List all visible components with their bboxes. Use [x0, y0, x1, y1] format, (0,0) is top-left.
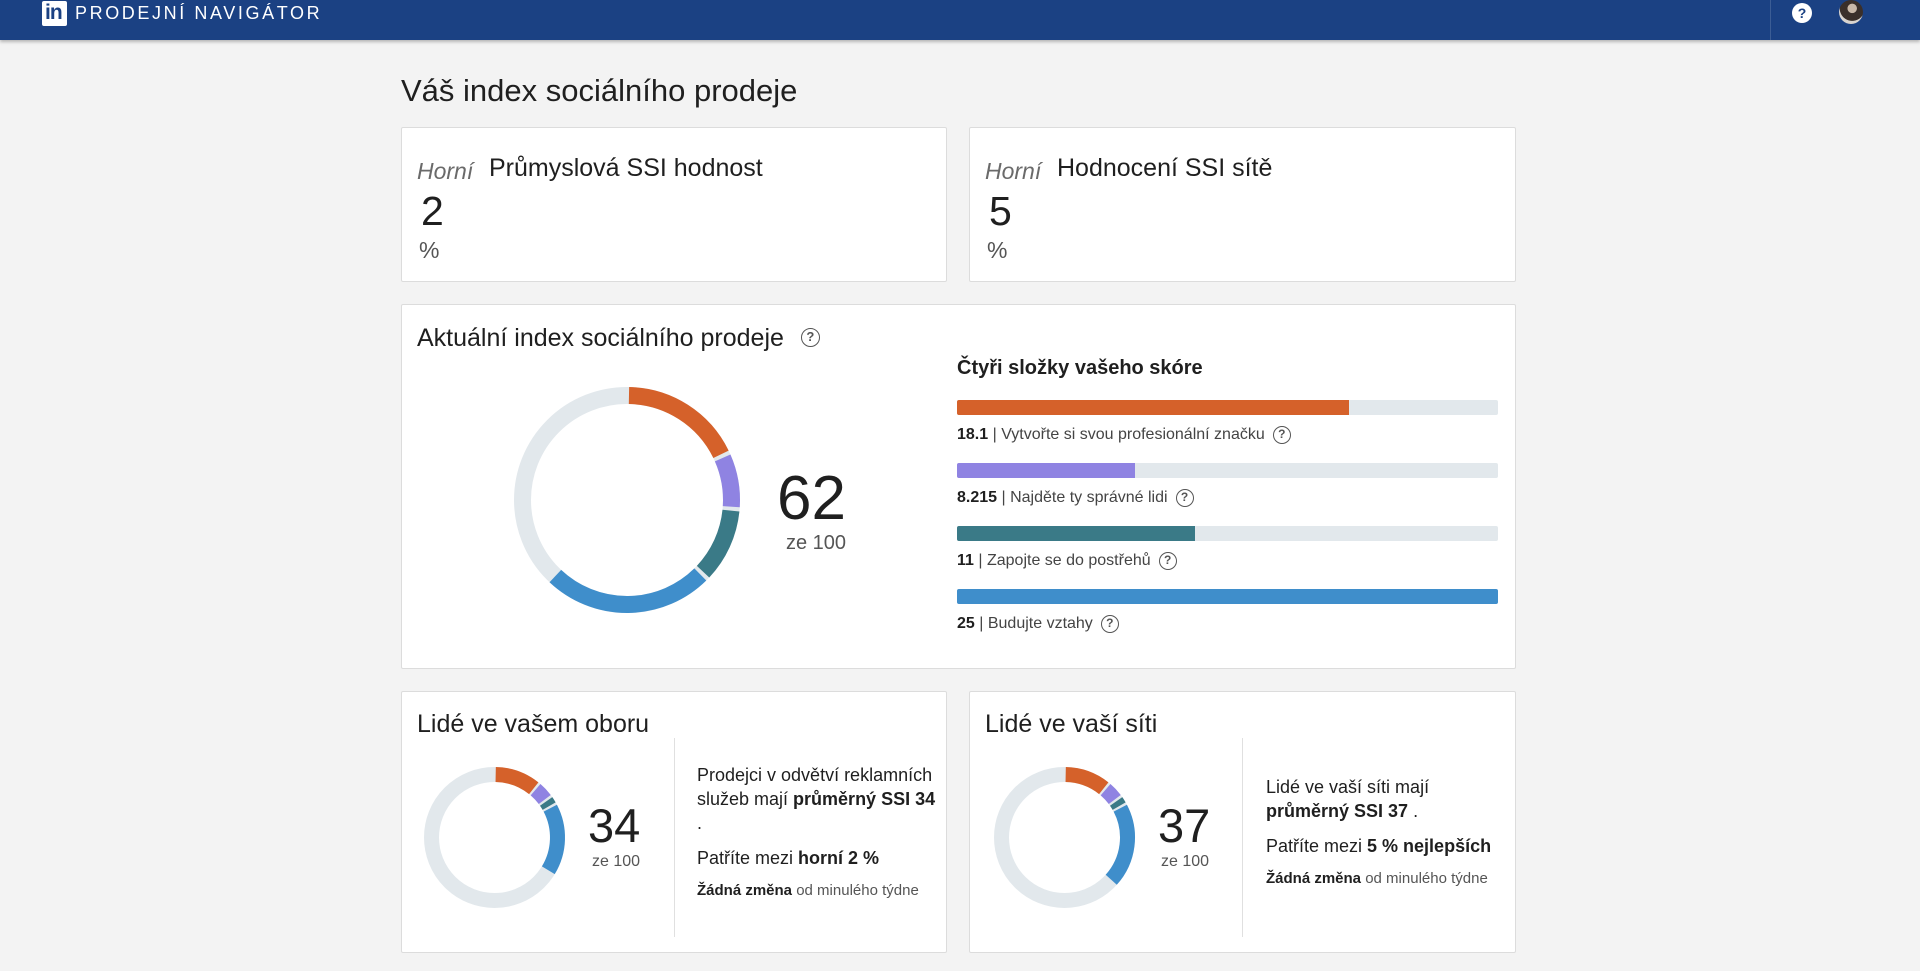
section-title: Lidé ve vaší síti [985, 710, 1158, 738]
rank-prefix: Horní [985, 158, 1042, 184]
donut-segment-brand [495, 767, 539, 795]
industry-score: 34 [588, 799, 641, 852]
component-value: 11 [957, 552, 974, 569]
donut-segment-relationships [1105, 804, 1135, 885]
change-bold: Žádná změna [1266, 870, 1362, 887]
description-bold: průměrný SSI 37 [1266, 801, 1409, 821]
component-name: | Budujte vztahy [979, 615, 1093, 632]
donut-segment-insights [539, 797, 556, 810]
topbar-divider [1770, 0, 1771, 40]
donut-segment-insights [696, 509, 740, 578]
top-navigation-bar: in PRODEJNÍ NAVIGÁTOR ? [0, 0, 1920, 40]
rank-bold: horní 2 % [798, 848, 880, 868]
donut-segment-relationships [541, 804, 565, 875]
component-value: 18.1 [957, 426, 989, 443]
rank-text: Patříte mezi [1266, 836, 1368, 856]
question-icon[interactable]: ? [800, 327, 820, 347]
network-score: 37 [1158, 799, 1211, 852]
rank-value: 2 [421, 188, 444, 234]
section-title-text: Aktuální index sociálního prodeje [417, 324, 784, 352]
rank-unit: % [419, 237, 440, 263]
app-brand-name[interactable]: PRODEJNÍ NAVIGÁTOR [75, 3, 323, 23]
logo-text: in [45, 1, 63, 24]
network-description: Lidé ve vaší síti mají průměrný SSI 37 . [1266, 775, 1506, 823]
section-title: Aktuální index sociálního prodeje ? [417, 324, 820, 353]
component-bar-brand [957, 400, 1498, 415]
component-name: | Zapojte se do postřehů [978, 552, 1151, 569]
network-rank-text: Patříte mezi 5 % nejlepších [1266, 834, 1491, 858]
page-title: Váš index sociálního prodeje [401, 73, 798, 108]
linkedin-logo-icon[interactable]: in [42, 1, 67, 26]
donut-segment-insights [1109, 797, 1126, 810]
rank-text: Patříte mezi [697, 848, 799, 868]
rank-unit: % [987, 237, 1008, 263]
rank-value: 5 [989, 188, 1012, 234]
change-text: od minulého týdne [1361, 870, 1488, 887]
donut-segment-relationships [549, 568, 707, 613]
description-text: Prodejci v odvětví reklamních služeb maj… [697, 765, 933, 809]
description-text: Lidé ve vaší síti mají [1266, 777, 1430, 797]
network-change: Žádná změna od minulého týdne [1266, 870, 1488, 887]
card-divider [1242, 738, 1243, 937]
current-ssi-card: Aktuální index sociálního prodeje ? 62 z… [401, 304, 1516, 669]
component-label-people: 8.215 | Najděte ty správné lidi ? [957, 489, 1194, 507]
description-end: . [1408, 801, 1419, 821]
component-bar-people [957, 463, 1498, 478]
component-name: | Vytvořte si svou profesionální značku [992, 426, 1265, 443]
network-donut-chart [994, 767, 1135, 908]
component-value: 8.215 [957, 489, 998, 506]
network-score-sub: ze 100 [1161, 853, 1210, 870]
network-rank-card: Horní Hodnocení SSI sítě 5 % [969, 127, 1516, 282]
component-value: 25 [957, 615, 975, 632]
component-label-brand: 18.1 | Vytvořte si svou profesionální zn… [957, 426, 1291, 444]
industry-rank-text: Patříte mezi horní 2 % [697, 846, 879, 870]
question-icon[interactable]: ? [1158, 552, 1177, 570]
donut-segment-people [1100, 784, 1121, 805]
component-bar-fill [957, 526, 1196, 541]
rank-bold: 5 % nejlepších [1367, 836, 1492, 856]
donut-segment-people [714, 454, 740, 508]
question-icon[interactable]: ? [1175, 489, 1194, 507]
component-bar-relationships [957, 589, 1498, 604]
rank-prefix: Horní [417, 158, 474, 184]
industry-rank-card: Horní Průmyslová SSI hodnost 2 % [401, 127, 947, 282]
help-icon[interactable]: ? [1792, 3, 1812, 23]
description-end: . [697, 813, 703, 833]
industry-description: Prodejci v odvětví reklamních služeb maj… [697, 763, 937, 835]
donut-segment-brand [1065, 767, 1109, 795]
ssi-score-sub: ze 100 [786, 532, 847, 554]
ssi-donut-chart [514, 387, 740, 613]
change-bold: Žádná změna [697, 882, 793, 899]
component-label-insights: 11 | Zapojte se do postřehů ? [957, 552, 1177, 570]
industry-score-sub: ze 100 [592, 853, 641, 870]
industry-people-card: Lidé ve vašem oboru 34 ze 100 Prodejci v… [401, 691, 947, 953]
rank-title: Hodnocení SSI sítě [1057, 154, 1273, 182]
component-bar-fill [957, 400, 1349, 415]
avatar[interactable] [1839, 0, 1863, 24]
donut-segment-brand [628, 387, 729, 459]
question-icon[interactable]: ? [1100, 615, 1119, 633]
change-text: od minulého týdne [792, 882, 919, 899]
component-bar-insights [957, 526, 1498, 541]
rank-title: Průmyslová SSI hodnost [489, 154, 763, 182]
card-divider [674, 738, 675, 937]
component-bar-fill [957, 589, 1498, 604]
ssi-score: 62 [777, 464, 846, 533]
section-title: Lidé ve vašem oboru [417, 710, 650, 738]
component-name: | Najděte ty správné lidi [1001, 489, 1168, 506]
component-label-relationships: 25 | Budujte vztahy ? [957, 615, 1119, 633]
donut-segment-people [530, 784, 551, 805]
component-bar-fill [957, 463, 1135, 478]
network-people-card: Lidé ve vaší síti 37 ze 100 Lidé ve vaší… [969, 691, 1516, 953]
question-icon[interactable]: ? [1272, 426, 1291, 444]
industry-donut-chart [424, 767, 565, 908]
components-title: Čtyři složky vašeho skóre [957, 357, 1203, 379]
industry-change: Žádná změna od minulého týdne [697, 882, 919, 899]
description-bold: průměrný SSI 34 [793, 789, 936, 809]
